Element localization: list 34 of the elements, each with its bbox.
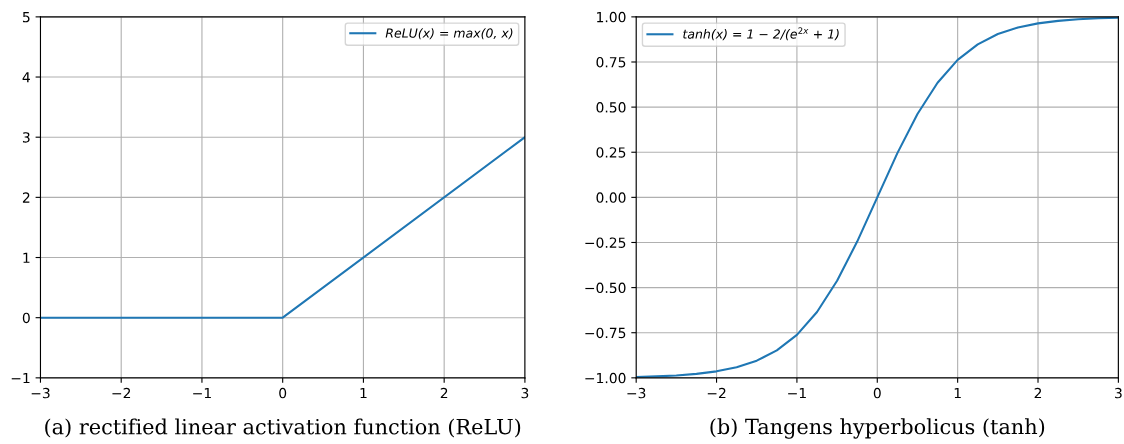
y-tick-label: 0.00	[596, 192, 626, 203]
y-tick-label: −0.25	[585, 237, 626, 248]
y-tick-label: 0.25	[596, 147, 626, 158]
legend-label: ReLU(x) = max(0, x)	[385, 28, 513, 40]
y-tick-label: 0.75	[596, 56, 626, 68]
y-tick-label: 4	[22, 72, 30, 83]
x-tick-label: 0	[279, 387, 287, 399]
x-tick-label: 3	[1115, 387, 1122, 399]
x-tick-label: −1	[193, 387, 211, 399]
y-tick-label: 5	[22, 12, 30, 23]
y-tick-label: 1.00	[597, 11, 626, 23]
x-tick-label: −3	[31, 387, 50, 399]
x-tick-label: 0	[873, 387, 881, 399]
y-tick-label: 0	[22, 312, 30, 324]
x-tick-label: 2	[1034, 387, 1042, 399]
text: (b) Tangens hyperbolicus (tanh)	[710, 418, 1045, 439]
x-tick-label: −2	[707, 387, 726, 399]
legend-label: tanh(x) = 1 − 2/(e$^{2x}$ + 1)	[683, 27, 839, 41]
y-tick-label: 2	[22, 192, 30, 203]
x-tick-label: 1	[360, 387, 367, 399]
text: (a) rectified linear activation function (ReLU)	[45, 418, 521, 438]
x-tick-label: −1	[788, 387, 806, 399]
y-tick-label: −0.50	[585, 282, 626, 294]
y-tick-label: −1.00	[585, 372, 626, 384]
x-tick-label: 2	[440, 387, 448, 399]
y-tick-label: −1	[11, 372, 30, 384]
y-tick-label: 1	[23, 252, 30, 263]
x-tick-label: −2	[112, 387, 131, 399]
y-tick-label: −0.75	[585, 327, 626, 339]
y-tick-label: 0.50	[596, 102, 626, 113]
y-tick-label: 3	[22, 132, 30, 143]
x-tick-label: −3	[627, 387, 646, 399]
x-tick-label: 1	[954, 387, 961, 399]
x-tick-label: 3	[521, 387, 529, 399]
